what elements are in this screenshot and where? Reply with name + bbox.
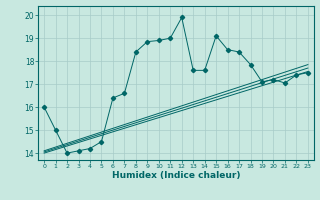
- X-axis label: Humidex (Indice chaleur): Humidex (Indice chaleur): [112, 171, 240, 180]
